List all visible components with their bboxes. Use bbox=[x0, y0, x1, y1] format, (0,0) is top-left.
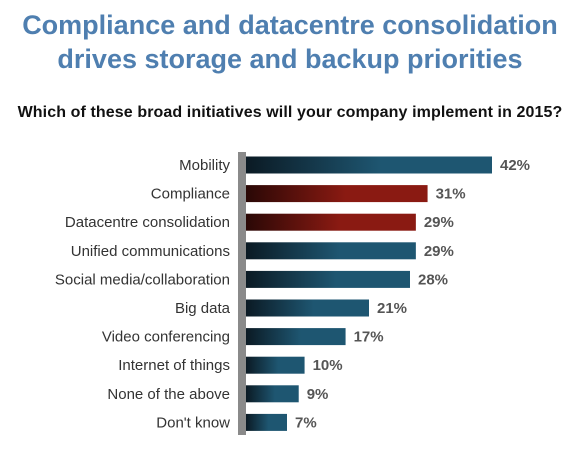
value-label: 28% bbox=[418, 271, 448, 288]
value-label: 31% bbox=[436, 186, 466, 203]
bar bbox=[246, 156, 492, 174]
chart-title-line-2: drives storage and backup priorities bbox=[57, 44, 523, 74]
bar bbox=[246, 413, 287, 431]
bar bbox=[246, 356, 305, 374]
bars-group: Mobility 42% Compliance 31% Datacentre conso… bbox=[55, 156, 530, 431]
value-label: 9% bbox=[307, 386, 329, 403]
category-label: Datacentre consolidation bbox=[65, 214, 230, 231]
category-label: Unified communications bbox=[71, 243, 230, 260]
category-label: Social media/collaboration bbox=[55, 271, 230, 288]
category-label: Big data bbox=[175, 300, 231, 317]
value-label: 29% bbox=[424, 214, 454, 231]
bar bbox=[246, 242, 416, 260]
category-label: Don't know bbox=[156, 414, 230, 431]
value-label: 7% bbox=[295, 414, 317, 431]
value-label: 21% bbox=[377, 300, 407, 317]
bar bbox=[246, 213, 416, 231]
category-label: Internet of things bbox=[118, 357, 230, 374]
category-label: Video conferencing bbox=[102, 329, 230, 346]
value-label: 10% bbox=[313, 357, 343, 374]
chart-title: Compliance and datacentre consolidation … bbox=[0, 8, 580, 76]
value-label: 42% bbox=[500, 157, 530, 174]
bar bbox=[246, 328, 346, 346]
value-label: 17% bbox=[354, 329, 384, 346]
bar bbox=[246, 299, 369, 317]
category-label: None of the above bbox=[107, 386, 230, 403]
category-axis bbox=[238, 152, 246, 435]
bar bbox=[246, 270, 410, 288]
chart-subtitle: Which of these broad initiatives will yo… bbox=[17, 104, 563, 121]
bar bbox=[246, 385, 299, 403]
category-label: Compliance bbox=[151, 186, 230, 203]
bar bbox=[246, 185, 428, 203]
chart-title-line-1: Compliance and datacentre consolidation bbox=[22, 10, 558, 40]
category-label: Mobility bbox=[179, 157, 230, 174]
value-label: 29% bbox=[424, 243, 454, 260]
